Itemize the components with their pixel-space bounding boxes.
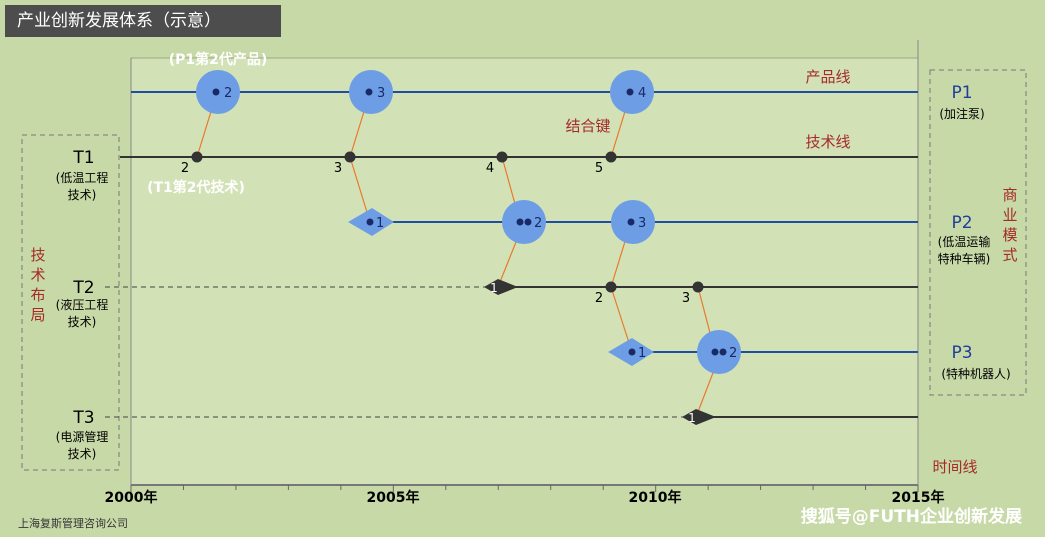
business-model-char-2: 业 — [1002, 206, 1017, 224]
tech-layout-char-1: 技 — [30, 246, 45, 264]
t2-label: T2 — [72, 278, 94, 298]
p2-node-1: 1 — [348, 208, 394, 236]
t3-sub-1: (电源管理 — [56, 429, 109, 444]
p2-label: P2 — [951, 213, 972, 233]
p3-node-2: 2 — [697, 330, 741, 374]
p1-node-3: 3 — [349, 70, 393, 114]
p2-node-2: 2 — [502, 200, 546, 244]
footer-company: 上海复斯管理咨询公司 — [18, 516, 128, 530]
business-model-box — [929, 69, 1027, 396]
p1-node-3-label: 3 — [377, 86, 385, 101]
product-line-label: 产品线 — [805, 68, 850, 86]
p1-sub-1: (加注泵) — [939, 106, 984, 121]
tech-layout-char-4: 局 — [30, 306, 45, 324]
t2-sub-2: 技术) — [68, 315, 97, 329]
business-model-char-3: 模 — [1002, 226, 1017, 244]
tech-layout-char-2: 术 — [30, 266, 45, 284]
p3-node-1-label: 1 — [638, 346, 646, 361]
t1-node-3: 3 — [334, 151, 356, 176]
t2-node-1: 1 — [484, 279, 518, 295]
t3-node-1: 1 — [682, 409, 716, 425]
t1-sub-2: 技术) — [68, 188, 97, 202]
t3-node-1-label: 1 — [688, 411, 696, 425]
t1-node-3-label: 3 — [334, 161, 342, 176]
year-label-2005: 2005年 — [367, 489, 420, 506]
tech-layout-box — [21, 134, 120, 471]
p2-sub-2: 特种车辆) — [938, 251, 991, 266]
t2-node-3: 3 — [682, 281, 704, 306]
t2-node-2: 2 — [595, 281, 617, 306]
p1-node-2: 2 — [196, 70, 240, 114]
p1-gen2-annotation: (P1第2代产品) — [169, 51, 268, 68]
t3-label: T3 — [72, 408, 94, 428]
t1-node-5: 5 — [595, 151, 617, 176]
plot-area — [130, 57, 919, 486]
tech-layout-char-3: 布 — [30, 286, 45, 304]
p2-node-3-label: 3 — [638, 216, 646, 231]
page-title: 产业创新发展体系（示意） — [5, 5, 281, 37]
time-axis-ticks — [130, 485, 919, 492]
t2-node-3-label: 3 — [682, 291, 690, 306]
p3-sub-1: (特种机器人) — [941, 366, 1010, 381]
business-model-char-4: 式 — [1002, 246, 1017, 264]
t2-sub-1: (液压工程 — [56, 297, 109, 312]
t3-sub-2: 技术) — [68, 447, 97, 461]
t2-node-1-label: 1 — [490, 281, 498, 295]
bond-label: 结合键 — [565, 117, 610, 135]
t1-node-5-label: 5 — [595, 161, 603, 176]
p3-label: P3 — [951, 343, 972, 363]
t1-node-4: 4 — [486, 151, 508, 176]
p1-node-2-label: 2 — [224, 86, 232, 101]
p2-node-2-label: 2 — [534, 216, 542, 231]
t1-sub-1: (低温工程 — [56, 170, 109, 185]
year-label-2000: 2000年 — [105, 489, 158, 506]
p2-node-3: 3 — [611, 200, 655, 244]
p2-sub-1: (低温运输 — [938, 234, 991, 249]
business-model-char-1: 商 — [1002, 186, 1017, 204]
p1-node-4: 4 — [610, 70, 654, 114]
p2-node-1-label: 1 — [376, 216, 384, 231]
p1-node-4-label: 4 — [638, 86, 646, 101]
p3-node-1: 1 — [608, 338, 654, 366]
watermark: 搜狐号@FUTH企业创新发展 — [801, 506, 1022, 527]
year-label-2015: 2015年 — [892, 489, 945, 506]
t1-label: T1 — [72, 148, 94, 168]
time-axis-label: 时间线 — [932, 458, 977, 476]
p3-node-2-label: 2 — [729, 346, 737, 361]
tech-line-label: 技术线 — [805, 133, 850, 151]
year-label-2010: 2010年 — [629, 489, 682, 506]
t1-node-4-label: 4 — [486, 161, 494, 176]
t2-node-2-label: 2 — [595, 291, 603, 306]
p1-label: P1 — [951, 83, 972, 103]
t1-node-2: 2 — [181, 151, 203, 176]
t1-gen2-annotation: (T1第2代技术) — [147, 179, 245, 196]
t1-node-2-label: 2 — [181, 161, 189, 176]
